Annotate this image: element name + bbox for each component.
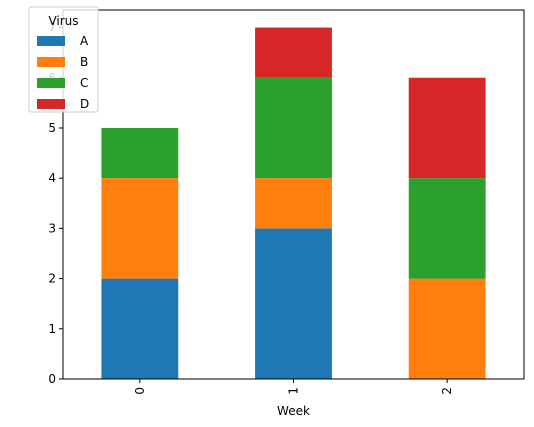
y-tick-label-3: 3: [48, 221, 56, 235]
legend-title: Virus: [48, 14, 78, 28]
legend-swatch-B: [37, 57, 65, 67]
bar-D-week-1: [255, 27, 332, 78]
bar-C-week-1: [255, 77, 332, 179]
bar-A-week-1: [255, 228, 332, 379]
y-tick-label-1: 1: [48, 322, 56, 336]
bar-C-week-2: [408, 178, 486, 279]
x-tick-label-2: 2: [440, 387, 454, 395]
y-tick-label-4: 4: [48, 171, 56, 185]
legend-label-A: A: [80, 34, 89, 48]
bar-B-week-1: [255, 178, 332, 229]
x-tick-label-0: 0: [133, 387, 147, 395]
x-tick-label-1: 1: [287, 387, 301, 395]
legend-label-C: C: [80, 76, 88, 90]
legend-swatch-D: [37, 99, 65, 109]
legend-swatch-C: [37, 78, 65, 88]
x-axis-label: Week: [277, 404, 310, 418]
bar-D-week-2: [408, 77, 486, 179]
bars-group: [101, 27, 486, 379]
x-axis: 0 1 2: [133, 379, 454, 395]
legend-label-D: D: [80, 97, 89, 111]
y-tick-label-5: 5: [48, 121, 56, 135]
bar-C-week-0: [101, 127, 179, 179]
legend-label-B: B: [80, 55, 88, 69]
legend-swatch-A: [37, 36, 65, 46]
bar-A-week-0: [101, 278, 179, 379]
bar-B-week-2: [408, 278, 486, 379]
y-tick-label-2: 2: [48, 272, 56, 286]
y-tick-label-0: 0: [48, 372, 56, 386]
bar-B-week-0: [101, 178, 179, 279]
